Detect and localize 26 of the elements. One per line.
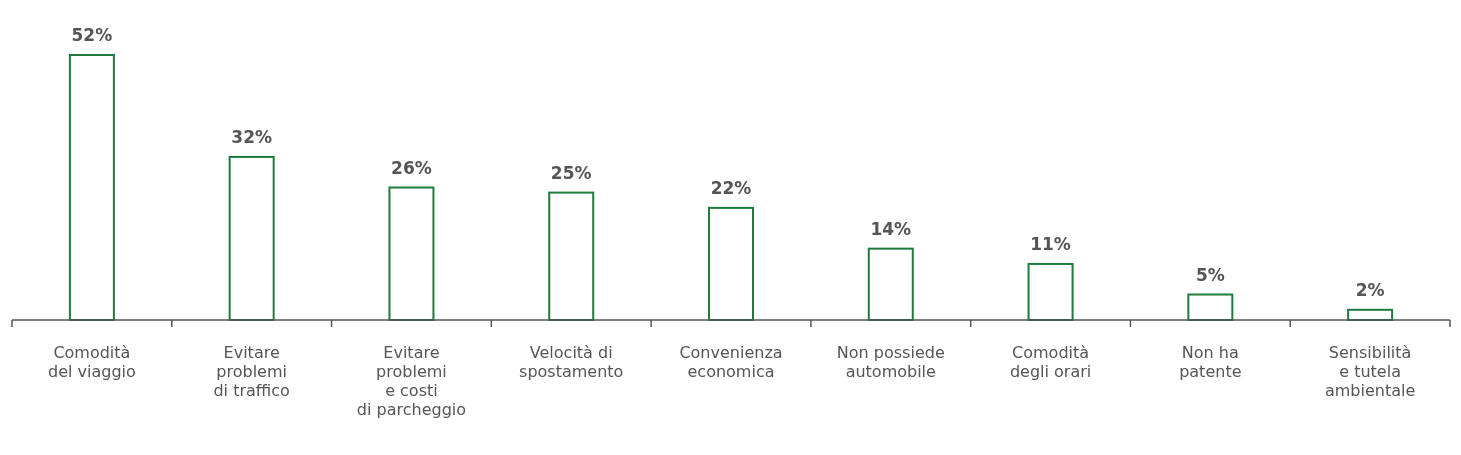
x-tick-label: Comodità del viaggio	[47, 343, 136, 381]
x-tick-label: Non ha patente	[1179, 343, 1242, 381]
data-label: 22%	[710, 177, 752, 198]
x-tick-label: Evitare problemi e costi di parcheggio	[356, 343, 467, 419]
bar	[228, 155, 275, 321]
bar	[1187, 293, 1234, 321]
x-tick-label: Sensibilità e tutela ambientale	[1324, 343, 1416, 400]
x-tick-label: Convenienza economica	[679, 343, 783, 381]
x-tick-label: Velocità di spostamento	[519, 343, 624, 381]
data-label: 5%	[1195, 264, 1225, 285]
bar	[708, 206, 754, 321]
x-tick-label: Evitare problemi di traffico	[213, 343, 290, 400]
data-label: 14%	[870, 218, 912, 239]
data-label: 2%	[1355, 279, 1385, 300]
bar	[548, 191, 595, 321]
data-label: 32%	[231, 126, 273, 147]
bar	[1027, 262, 1074, 321]
x-tick-label: Comodità degli orari	[1009, 343, 1092, 381]
bar	[68, 54, 115, 321]
x-tick-label: Non possiede automobile	[836, 343, 945, 381]
data-label: 52%	[71, 25, 113, 45]
bar	[867, 247, 914, 321]
data-label: 25%	[550, 162, 592, 183]
data-label: 11%	[1030, 233, 1071, 254]
data-label: 26%	[391, 157, 432, 178]
bar	[388, 186, 435, 321]
